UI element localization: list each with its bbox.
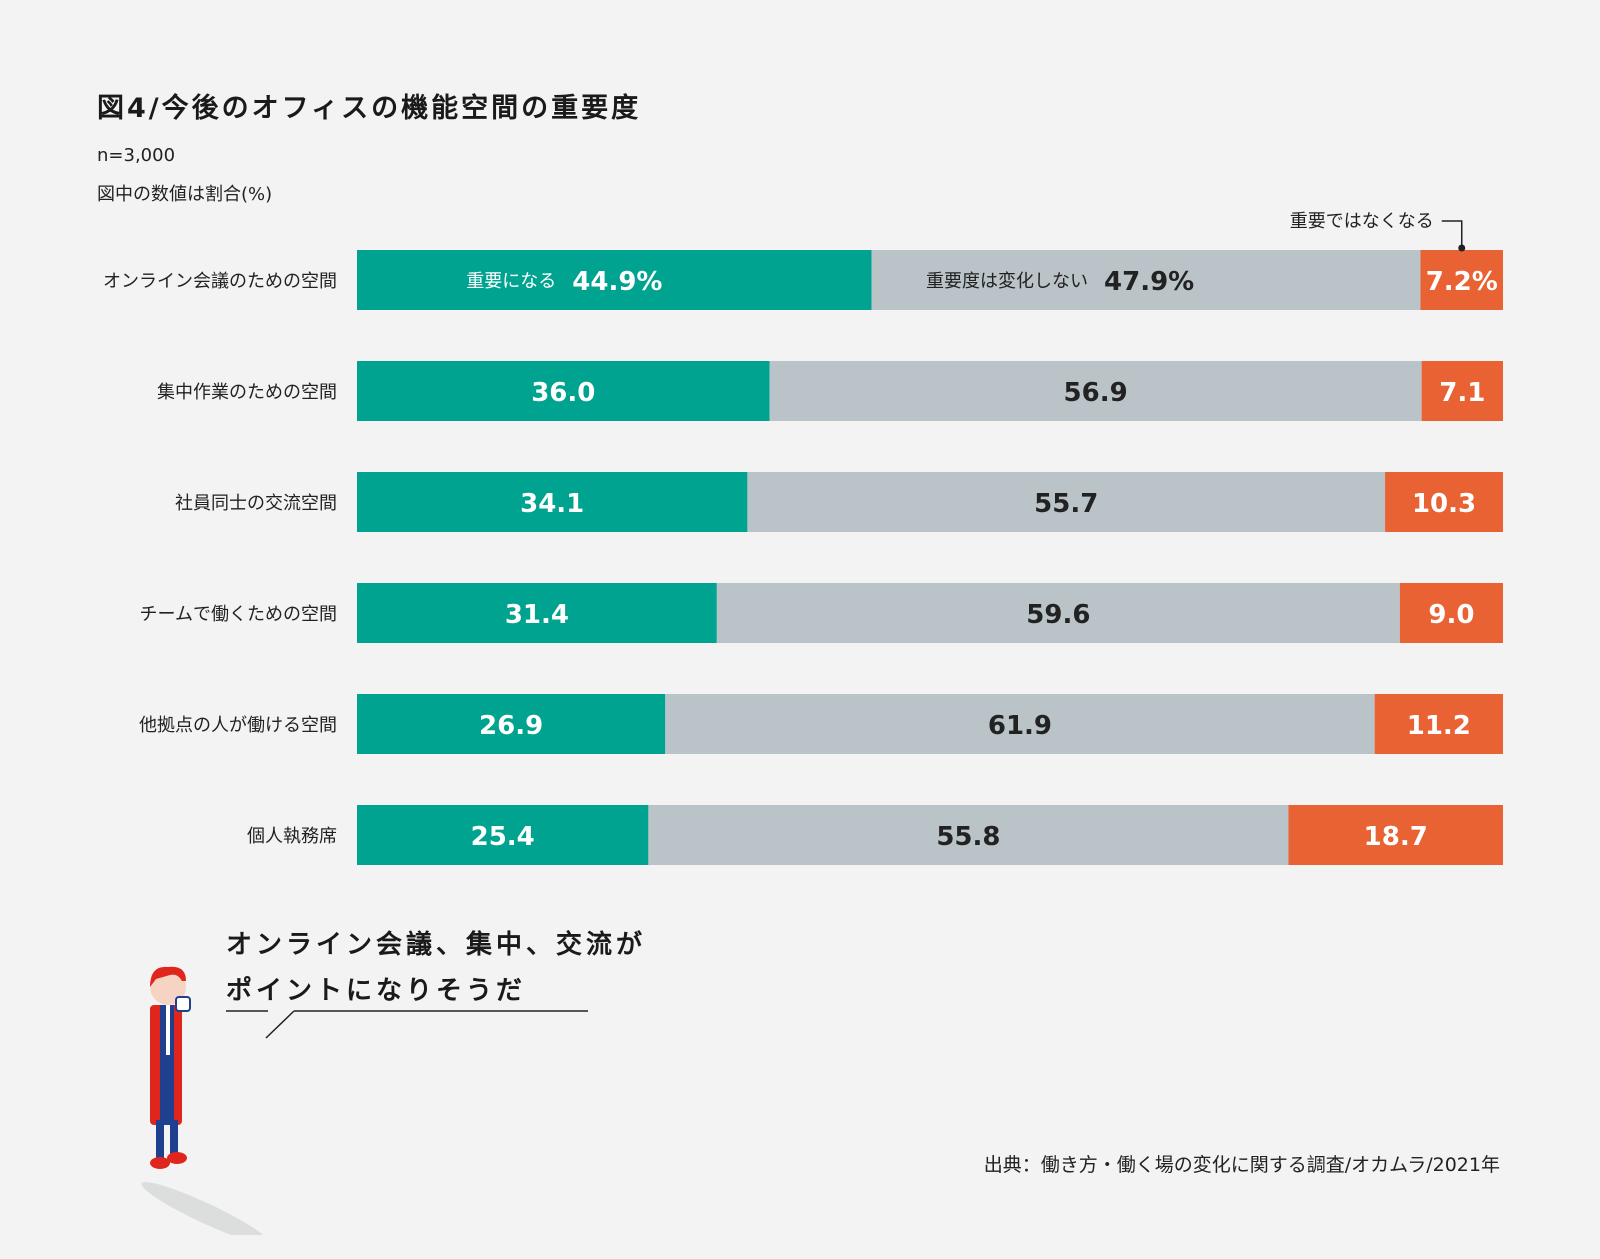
bar-segment (1399, 583, 1503, 643)
bar-segment (357, 250, 872, 310)
legend-label: 重要になる (466, 271, 556, 292)
category-label: チームで働くための空間 (140, 604, 337, 625)
category-label: 個人執務席 (247, 826, 337, 847)
sample-size-note: n=3,000 (97, 145, 176, 166)
callout-line-1: オンライン会議、集中、交流が (226, 930, 647, 960)
value-label: 44.9% (572, 267, 662, 297)
callout-text: オンライン会議、集中、交流が ポイントになりそうだ (226, 922, 646, 1014)
callout-line-2: ポイントになりそうだ (226, 976, 527, 1006)
source-note: 出典：働き方・働く場の変化に関する調査/オカムラ/2021年 (983, 1154, 1500, 1176)
legend-leader-line (1441, 220, 1463, 248)
bar-segment (357, 805, 649, 865)
category-label: 集中作業のための空間 (157, 382, 337, 403)
bar-segment (1420, 250, 1503, 310)
value-label: 34.1 (520, 489, 584, 519)
value-label: 10.3 (1412, 489, 1476, 519)
value-label: 7.1 (1439, 378, 1485, 408)
bar-segment (769, 361, 1422, 421)
chart-title: 図4/今後のオフィスの機能空間の重要度 (97, 93, 642, 124)
speech-bubble-tail (226, 1010, 588, 1039)
value-label: 11.2 (1407, 711, 1471, 741)
bar-segment (357, 583, 717, 643)
value-label: 59.6 (1026, 600, 1090, 630)
value-label: 25.4 (471, 822, 535, 852)
value-label: 61.9 (988, 711, 1052, 741)
category-label: 社員同士の交流空間 (175, 493, 337, 514)
value-label: 55.8 (936, 822, 1000, 852)
value-label: 31.4 (505, 600, 569, 630)
bar-segment (357, 694, 666, 754)
bar-segment (357, 472, 748, 532)
stacked-bar-chart: オンライン会議のための空間 重要になる 44.9% 重要度は変化しない 47.9% 7.2… (103, 211, 1503, 865)
bar-segment (1288, 805, 1503, 865)
bar-segment (665, 694, 1375, 754)
bar-segment (716, 583, 1400, 643)
bar-segment (871, 250, 1421, 310)
bar-segment (1374, 694, 1503, 754)
value-label: 56.9 (1064, 378, 1128, 408)
legend-leader-dot (1458, 244, 1466, 252)
bar-segment (747, 472, 1386, 532)
value-label: 18.7 (1364, 822, 1428, 852)
legend-label: 重要度は変化しない (926, 271, 1088, 292)
legend-label: 重要ではなくなる (1290, 211, 1434, 232)
value-label: 26.9 (479, 711, 543, 741)
category-label: オンライン会議のための空間 (103, 271, 337, 292)
person-with-cup-illustration (141, 966, 269, 1235)
unit-note: 図中の数値は割合(%) (97, 184, 273, 205)
value-label: 55.7 (1034, 489, 1098, 519)
value-label: 9.0 (1428, 600, 1474, 630)
bar-segment (1385, 472, 1503, 532)
value-label: 47.9% (1104, 267, 1194, 297)
bar-segment (648, 805, 1289, 865)
category-label: 他拠点の人が働ける空間 (139, 715, 337, 736)
bar-segment (357, 361, 770, 421)
value-label: 7.2% (1426, 267, 1498, 297)
value-label: 36.0 (531, 378, 595, 408)
bar-segment (1421, 361, 1503, 421)
